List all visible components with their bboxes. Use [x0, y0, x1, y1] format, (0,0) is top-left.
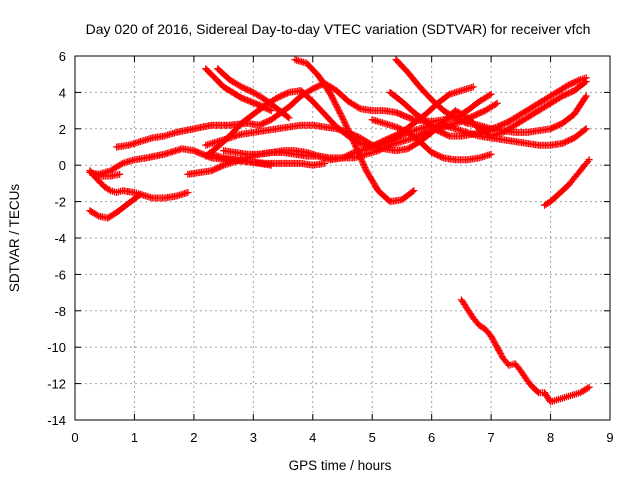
- series-s9: [214, 65, 293, 122]
- series-markers: [541, 156, 593, 209]
- y-tick-label: -2: [54, 195, 66, 210]
- y-tick-label: -10: [47, 340, 66, 355]
- series-markers: [214, 65, 293, 122]
- chart-title: Day 020 of 2016, Sidereal Day-to-day VTE…: [86, 21, 591, 37]
- x-tick-label: 0: [71, 430, 78, 445]
- series-markers: [291, 56, 418, 206]
- x-tick-label: 5: [369, 430, 376, 445]
- x-axis-label: GPS time / hours: [289, 458, 392, 473]
- y-tick-label: 6: [59, 49, 66, 64]
- axis-ticks: 0 1 2 3 4 5 6 7 8 9 -14 -12 -10 -8 -6 -4 -2 0 2 4 6: [47, 49, 613, 445]
- series-markers: [457, 296, 593, 406]
- series-s17: [541, 156, 593, 209]
- series-markers: [368, 116, 495, 164]
- series-s15: [386, 74, 590, 140]
- grid-lines: [75, 56, 610, 420]
- x-tick-label: 1: [131, 430, 138, 445]
- series-s4: [86, 190, 144, 222]
- y-tick-label: 4: [59, 85, 66, 100]
- series-markers: [392, 56, 590, 136]
- y-tick-label: -6: [54, 267, 66, 282]
- series-markers: [89, 170, 124, 180]
- series-s12: [291, 56, 418, 206]
- y-tick-label: -12: [47, 377, 66, 392]
- x-tick-label: 9: [606, 430, 613, 445]
- series-s5: [89, 170, 124, 180]
- x-tick-label: 3: [250, 430, 257, 445]
- x-tick-label: 6: [428, 430, 435, 445]
- x-tick-label: 2: [190, 430, 197, 445]
- y-axis-label: SDTVAR / TECUs: [7, 184, 22, 293]
- y-tick-label: -8: [54, 304, 66, 319]
- x-tick-label: 8: [547, 430, 554, 445]
- data-series: [86, 56, 593, 406]
- series-s14: [392, 56, 590, 136]
- y-tick-label: 0: [59, 158, 66, 173]
- series-s18: [457, 296, 593, 406]
- x-tick-label: 4: [309, 430, 316, 445]
- y-tick-label: 2: [59, 122, 66, 137]
- series-markers: [86, 190, 144, 222]
- x-tick-label: 7: [487, 430, 494, 445]
- series-s16: [368, 116, 495, 164]
- y-tick-label: -4: [54, 231, 66, 246]
- series-markers: [386, 74, 590, 140]
- y-tick-label: -14: [47, 413, 66, 428]
